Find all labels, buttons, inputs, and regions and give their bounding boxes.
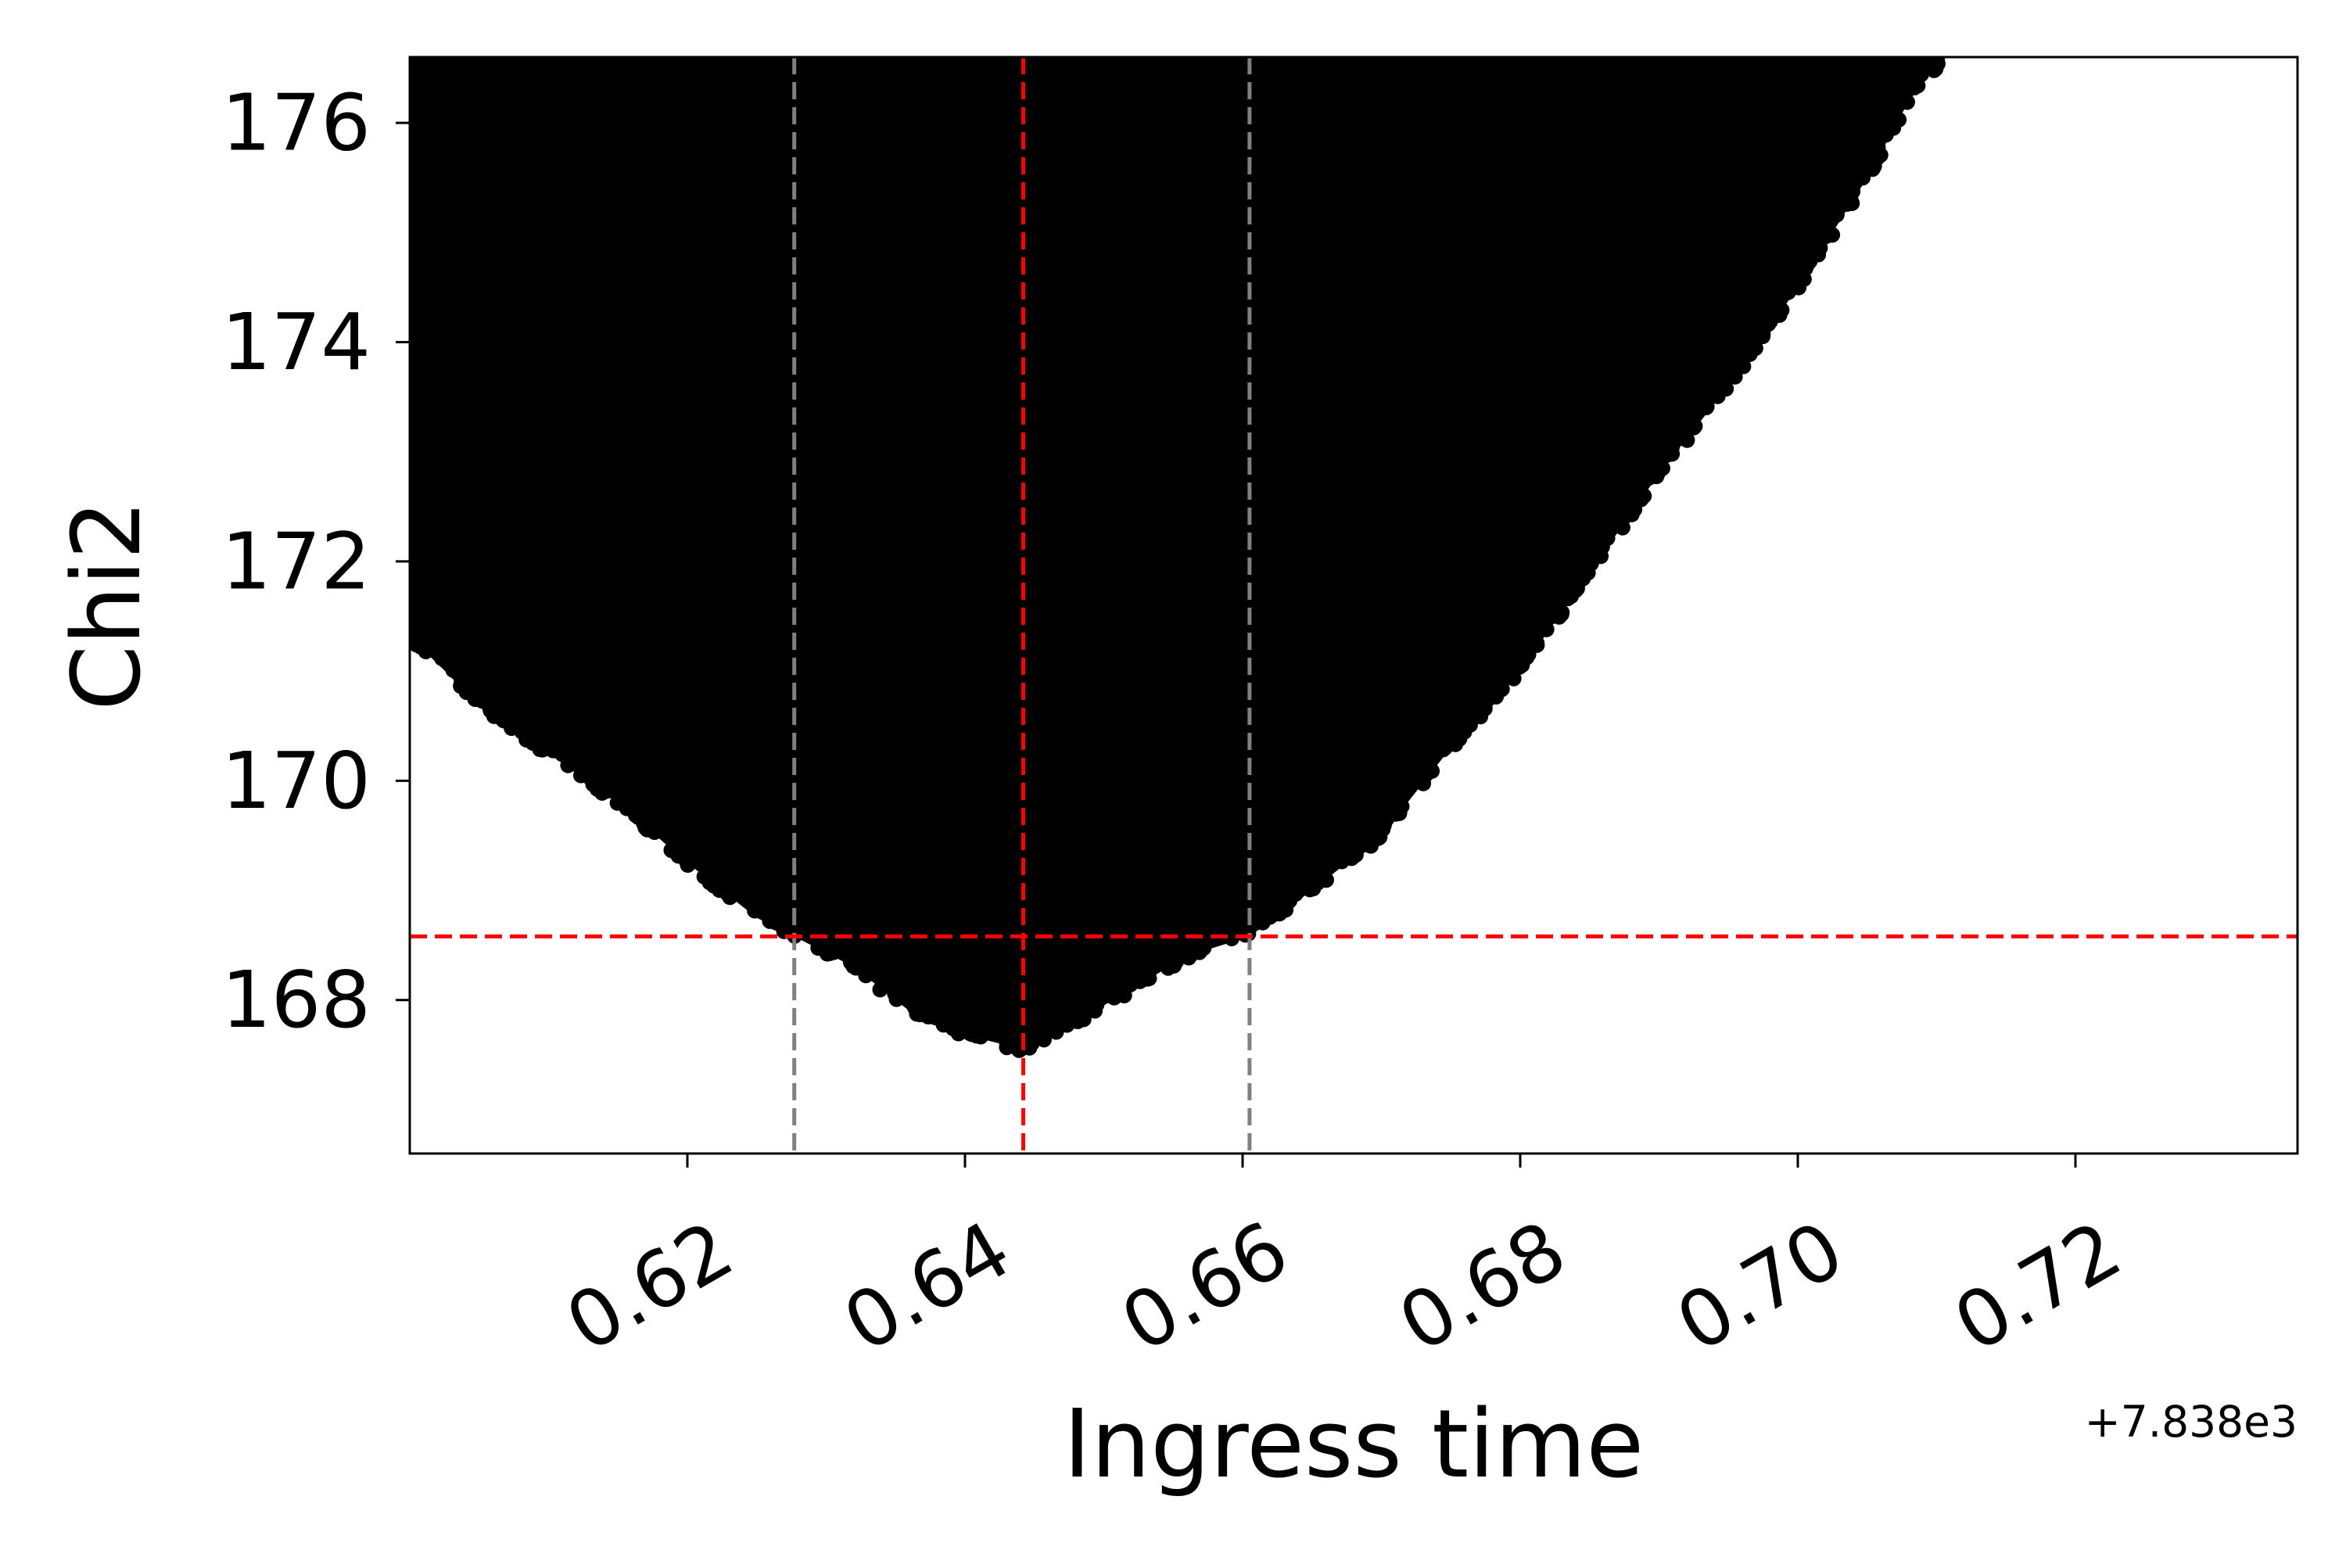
data-point <box>1622 497 1638 514</box>
data-point <box>1370 830 1386 846</box>
y-tick-label: 170 <box>221 735 371 827</box>
data-point <box>747 902 763 919</box>
data-point <box>872 981 888 998</box>
data-point <box>1242 919 1258 935</box>
data-point <box>1806 244 1822 260</box>
data-point <box>964 1026 981 1042</box>
data-point <box>1116 987 1132 1003</box>
data-point <box>1899 94 1915 110</box>
data-point <box>1424 762 1440 779</box>
data-point <box>687 850 703 867</box>
data-point <box>1048 1024 1064 1040</box>
y-tick-label: 172 <box>221 515 371 607</box>
data-point <box>1512 655 1529 672</box>
data-point <box>1463 712 1480 728</box>
data-point <box>1035 1032 1052 1048</box>
data-point <box>597 775 613 791</box>
data-point <box>1551 608 1567 625</box>
data-point <box>1599 530 1616 547</box>
data-point <box>1584 554 1600 570</box>
data-point <box>1310 874 1326 891</box>
data-point <box>410 616 421 633</box>
data-point <box>768 909 784 925</box>
data-point <box>1157 952 1173 968</box>
data-point <box>1616 509 1632 526</box>
data-point <box>1659 447 1675 463</box>
data-point <box>1841 192 1857 208</box>
data-point <box>1021 1039 1038 1056</box>
y-tick-label: 176 <box>221 77 371 169</box>
data-point <box>1415 775 1432 791</box>
data-point <box>1709 388 1726 404</box>
data-point <box>1725 364 1742 381</box>
data-point <box>1529 635 1545 651</box>
data-point <box>1181 949 1197 966</box>
data-point <box>711 882 727 899</box>
data-point <box>1679 432 1695 448</box>
data-point <box>585 776 601 792</box>
data-point <box>1387 806 1404 822</box>
data-point <box>1442 732 1458 748</box>
data-point <box>1760 316 1777 332</box>
data-point <box>1715 375 1731 392</box>
x-axis-label: Ingress time <box>1064 1390 1644 1499</box>
data-point <box>1139 967 1156 984</box>
x-offset-label: +7.838e3 <box>2085 1397 2298 1447</box>
data-point <box>1824 227 1841 243</box>
data-point <box>1863 156 1879 173</box>
data-point <box>609 795 626 811</box>
data-point <box>1536 619 1552 636</box>
data-point <box>504 713 521 730</box>
data-point <box>1687 418 1703 434</box>
data-point <box>826 942 842 959</box>
y-tick-label: 174 <box>221 296 371 388</box>
data-point <box>664 841 680 858</box>
plot-frame <box>408 56 2299 1155</box>
data-point <box>1071 1010 1088 1026</box>
data-point <box>1630 486 1647 502</box>
data-point <box>1647 465 1663 481</box>
data-point <box>1086 1001 1103 1017</box>
data-point <box>1910 77 1926 94</box>
data-point <box>450 665 466 681</box>
data-point <box>1778 285 1795 301</box>
data-point <box>1891 112 1907 128</box>
data-point <box>858 967 874 984</box>
data-point <box>630 809 647 825</box>
data-point <box>1000 1037 1017 1053</box>
data-point <box>913 1006 930 1022</box>
data-point <box>1476 701 1493 717</box>
data-point <box>1791 279 1807 296</box>
data-point <box>1193 938 1209 954</box>
data-point <box>1293 879 1310 895</box>
data-point <box>1929 57 1946 68</box>
data-point <box>434 650 450 666</box>
y-axis-label: Chi2 <box>53 500 162 711</box>
data-point <box>1567 579 1584 596</box>
data-point <box>1743 339 1760 356</box>
data-point <box>523 731 540 748</box>
data-point <box>1485 682 1501 698</box>
data-point <box>888 991 905 1007</box>
data-point <box>1357 834 1373 850</box>
data-point <box>412 639 429 655</box>
data-point <box>534 741 551 758</box>
data-point <box>560 757 576 773</box>
data-point <box>842 954 859 971</box>
data-point <box>1699 398 1715 414</box>
data-point <box>1774 302 1790 318</box>
point-cloud-region <box>410 57 1944 1050</box>
data-point <box>1828 206 1845 223</box>
data-point <box>1500 669 1516 685</box>
data-point <box>482 700 498 716</box>
y-tick-label: 168 <box>221 954 371 1046</box>
data-point <box>1279 895 1295 911</box>
